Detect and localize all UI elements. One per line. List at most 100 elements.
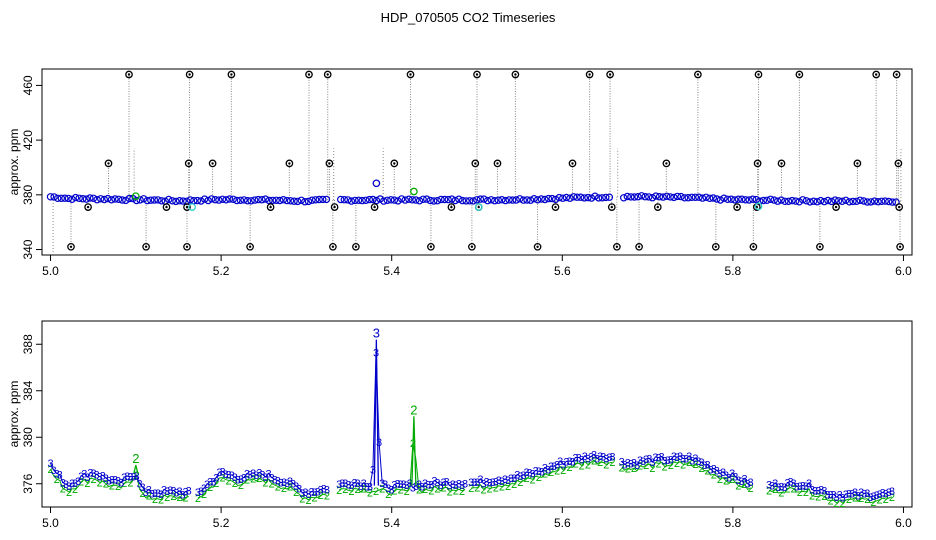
outlier-point-center xyxy=(211,162,214,165)
series-3-marker: 3 xyxy=(545,465,551,477)
outlier-point xyxy=(896,242,904,251)
baseline-point xyxy=(691,193,700,201)
outlier-point xyxy=(777,159,786,168)
series-3-marker: 3 xyxy=(560,459,566,471)
series-3-marker: 3 xyxy=(425,479,431,491)
baseline-point xyxy=(716,196,725,204)
series-2-marker: 2 xyxy=(269,478,275,490)
outlier-point xyxy=(585,70,594,79)
series-3-marker: 3 xyxy=(428,480,434,492)
series-2-marker: 2 xyxy=(97,477,103,489)
baseline-point xyxy=(362,196,370,204)
outlier-point xyxy=(84,203,92,211)
series-3-marker: 3 xyxy=(609,451,615,463)
series-3-marker: 3 xyxy=(649,457,655,469)
series-3-marker: 3 xyxy=(382,479,388,491)
outlier-point xyxy=(533,242,542,251)
series-3-marker: 3 xyxy=(161,484,167,496)
series-3-marker: 3 xyxy=(520,470,526,482)
series-2-marker: 2 xyxy=(293,487,299,499)
baseline-point xyxy=(354,196,363,204)
series-2-marker: 2 xyxy=(766,485,772,497)
baseline-point xyxy=(630,193,639,201)
baseline-point xyxy=(157,197,166,205)
series-3-marker: 3 xyxy=(106,476,112,488)
baseline-point xyxy=(387,196,395,204)
series-2-marker: 2 xyxy=(324,491,330,503)
outlier-point-center xyxy=(898,205,901,209)
baseline-point xyxy=(233,196,241,205)
outlier-point-center xyxy=(898,245,902,248)
series-3-marker: 3 xyxy=(287,476,293,488)
series-2-marker: 2 xyxy=(60,483,66,495)
series-2-marker: 2 xyxy=(305,495,311,507)
baseline-point xyxy=(308,196,316,204)
series-2-marker: 2 xyxy=(852,493,858,505)
baseline-point xyxy=(745,196,753,204)
series-3-marker: 3 xyxy=(889,486,895,498)
baseline-point xyxy=(487,196,495,204)
series-3-marker: 3 xyxy=(226,470,232,482)
plot-frame xyxy=(41,68,913,256)
outlier-point xyxy=(142,242,150,251)
series-2-marker: 2 xyxy=(468,483,474,495)
baseline-point xyxy=(634,192,642,201)
baseline-point xyxy=(211,195,219,204)
series-3-marker: 3 xyxy=(717,468,723,480)
outlier-point xyxy=(352,242,360,251)
series-3-marker: 3 xyxy=(404,480,410,492)
baseline-point xyxy=(197,197,205,205)
spike-label: 2 xyxy=(410,402,417,417)
baseline-point xyxy=(802,197,811,205)
outlier-point xyxy=(183,242,191,251)
baseline-point xyxy=(215,196,223,204)
baseline-point xyxy=(512,196,520,204)
series-3-marker: 3 xyxy=(336,479,342,491)
outlier-point xyxy=(227,70,236,79)
series-2-marker: 2 xyxy=(281,483,287,495)
figure-title: HDP_070505 CO2 Timeseries xyxy=(381,10,556,25)
baseline-point xyxy=(594,194,603,202)
series-3-marker: 3 xyxy=(643,454,649,466)
baseline-point xyxy=(641,192,649,201)
baseline-point xyxy=(218,195,227,203)
series-2-marker: 2 xyxy=(404,486,410,498)
baseline-point xyxy=(61,194,69,202)
outlier-point xyxy=(468,242,476,251)
series-3-marker: 3 xyxy=(619,457,625,469)
series-3-marker: 3 xyxy=(441,477,447,489)
series-2-marker: 2 xyxy=(566,462,572,474)
baseline-point xyxy=(93,195,101,204)
series-3-marker: 3 xyxy=(290,478,296,490)
outlier-point xyxy=(447,203,456,211)
series-3-marker: 3 xyxy=(293,481,299,493)
x-tick-label: 6.0 xyxy=(895,264,912,278)
series-3-marker: 3 xyxy=(840,492,846,504)
baseline-point xyxy=(845,198,854,206)
baseline-point xyxy=(286,197,295,205)
outlier-point-center xyxy=(307,73,311,76)
series-2-marker: 2 xyxy=(213,478,219,490)
baseline-point xyxy=(54,194,62,202)
series-3-marker: 3 xyxy=(462,479,468,491)
series-3-marker: 3 xyxy=(784,478,790,490)
series-3-marker: 3 xyxy=(431,476,437,488)
series-3-marker: 3 xyxy=(180,489,186,501)
baseline-point xyxy=(455,195,463,203)
series-2-marker: 2 xyxy=(858,493,864,505)
outlier-point xyxy=(895,203,904,211)
series-3-marker: 3 xyxy=(683,454,689,466)
series-2-marker: 2 xyxy=(453,486,459,498)
baseline-point xyxy=(784,197,793,205)
series-3-marker: 3 xyxy=(542,463,548,475)
baseline-point xyxy=(723,195,732,203)
outlier-point-center xyxy=(755,205,758,209)
baseline-point xyxy=(480,195,488,203)
series-3-marker: 3 xyxy=(508,473,514,485)
baseline-point xyxy=(250,196,259,204)
series-2-marker: 2 xyxy=(238,480,244,492)
series-2-marker: 2 xyxy=(729,474,735,486)
series-3-marker: 3 xyxy=(659,452,665,464)
outlier-point xyxy=(606,70,614,79)
series-3-marker: 3 xyxy=(312,487,318,499)
